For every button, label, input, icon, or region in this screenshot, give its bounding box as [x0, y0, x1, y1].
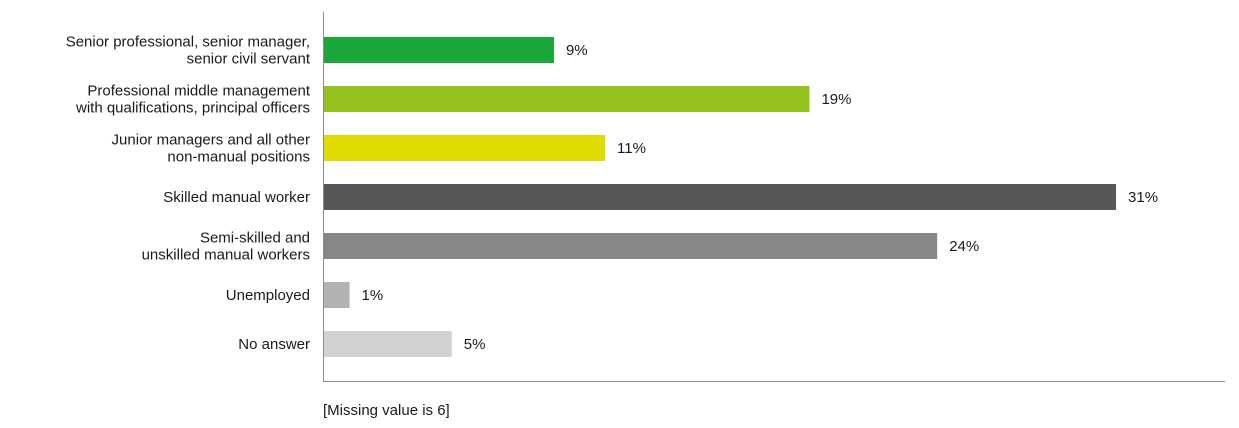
value-label-4: 24%	[949, 238, 979, 255]
category-label-line: Professional middle management	[87, 83, 310, 100]
category-label-line: Junior managers and all other	[112, 132, 310, 149]
category-label-line: with qualifications, principal officers	[75, 100, 310, 117]
bars-group: 9% Senior professional, senior manager, se…	[66, 34, 1158, 357]
bar-3	[324, 184, 1117, 210]
value-label-0: 9%	[566, 42, 588, 59]
missing-value-note: [Missing value is 6]	[323, 402, 450, 419]
category-label-line: Senior professional, senior manager,	[66, 34, 310, 51]
category-label-line: Unemployed	[226, 287, 310, 304]
value-label-5: 1%	[362, 287, 384, 304]
category-label-4: Semi-skilled and unskilled manual workers	[142, 230, 310, 264]
bar-2	[324, 135, 606, 161]
value-label-1: 19%	[821, 91, 851, 108]
category-label-line: non-manual positions	[167, 149, 310, 166]
bar-0	[324, 37, 554, 63]
category-label-line: Semi-skilled and	[200, 230, 310, 247]
category-label-6: No answer	[238, 336, 310, 353]
bar-1	[324, 86, 810, 112]
bar-chart: 9% Senior professional, senior manager, se…	[66, 12, 1225, 382]
value-label-6: 5%	[464, 336, 486, 353]
category-label-line: unskilled manual workers	[142, 247, 310, 264]
category-label-line: senior civil servant	[187, 51, 311, 68]
category-label-2: Junior managers and all other non-manual …	[112, 132, 310, 166]
category-label-0: Senior professional, senior manager, seni…	[66, 34, 311, 68]
category-label-line: No answer	[238, 336, 310, 353]
category-label-line: Skilled manual worker	[163, 189, 310, 206]
bar-6	[324, 331, 452, 357]
category-label-5: Unemployed	[226, 287, 310, 304]
category-label-1: Professional middle management with quali…	[75, 83, 311, 117]
bar-4	[324, 233, 938, 259]
value-label-3: 31%	[1128, 189, 1158, 206]
category-label-3: Skilled manual worker	[163, 189, 310, 206]
value-label-2: 11%	[617, 140, 646, 157]
bar-5	[324, 282, 350, 308]
